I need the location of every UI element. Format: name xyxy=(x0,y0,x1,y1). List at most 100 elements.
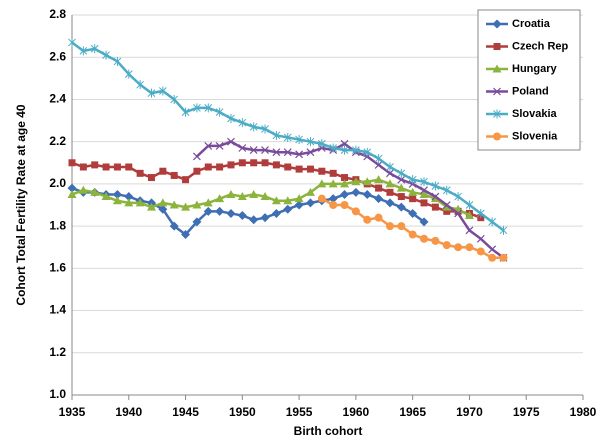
marker xyxy=(385,222,394,231)
marker xyxy=(271,208,281,218)
series-line xyxy=(196,140,505,259)
marker xyxy=(454,209,463,218)
marker xyxy=(147,88,156,98)
marker xyxy=(476,208,485,218)
marker xyxy=(328,194,338,204)
marker xyxy=(215,141,224,150)
legend-label: Slovakia xyxy=(512,108,558,120)
marker xyxy=(192,152,201,161)
marker xyxy=(91,161,99,169)
marker xyxy=(216,163,224,171)
marker xyxy=(396,183,406,192)
marker xyxy=(250,159,258,167)
marker xyxy=(306,137,315,147)
marker xyxy=(136,169,144,177)
marker xyxy=(90,187,100,196)
marker xyxy=(169,221,179,231)
marker xyxy=(204,103,213,113)
marker xyxy=(215,107,224,117)
marker xyxy=(385,179,395,188)
marker xyxy=(420,177,428,187)
marker xyxy=(112,196,122,205)
marker xyxy=(499,225,508,235)
legend-label: Hungary xyxy=(512,63,558,75)
x-tick-label: 1965 xyxy=(399,405,426,419)
marker xyxy=(374,213,383,222)
marker xyxy=(101,192,111,201)
marker xyxy=(261,159,269,167)
marker xyxy=(226,208,236,218)
marker xyxy=(305,198,315,208)
marker xyxy=(68,37,76,47)
marker xyxy=(419,217,429,227)
marker xyxy=(158,86,167,96)
marker xyxy=(113,56,122,66)
marker xyxy=(261,124,269,134)
marker xyxy=(464,211,474,220)
y-tick-label: 1.8 xyxy=(49,218,66,232)
marker xyxy=(79,46,88,56)
marker xyxy=(397,222,406,231)
marker xyxy=(386,188,394,196)
y-tick-label: 2.4 xyxy=(49,92,66,106)
marker xyxy=(159,167,167,175)
legend-marker xyxy=(493,132,501,141)
y-tick-label: 1.0 xyxy=(49,387,66,401)
marker xyxy=(420,186,428,195)
marker xyxy=(113,163,121,171)
marker xyxy=(340,179,350,188)
marker xyxy=(158,198,168,207)
marker xyxy=(67,183,77,193)
marker xyxy=(488,245,497,254)
marker xyxy=(362,177,372,186)
marker xyxy=(203,206,213,216)
marker xyxy=(102,50,110,60)
marker xyxy=(340,189,350,199)
x-axis-label: Birth cohort xyxy=(294,424,363,438)
marker xyxy=(147,174,155,182)
marker xyxy=(499,253,508,262)
x-tick-label: 1960 xyxy=(343,405,370,419)
marker xyxy=(442,241,451,250)
marker xyxy=(215,194,225,203)
marker xyxy=(124,198,134,207)
marker xyxy=(295,150,304,159)
marker xyxy=(237,211,247,221)
marker xyxy=(317,179,327,188)
marker xyxy=(465,243,474,252)
marker xyxy=(317,139,326,149)
marker xyxy=(408,230,417,239)
marker xyxy=(193,103,201,113)
marker xyxy=(170,94,179,104)
marker xyxy=(340,145,349,155)
marker xyxy=(465,200,474,210)
marker xyxy=(78,185,88,194)
marker xyxy=(249,122,258,132)
marker xyxy=(420,234,429,243)
x-tick-label: 1940 xyxy=(115,405,142,419)
marker xyxy=(431,203,439,211)
marker xyxy=(442,185,451,195)
marker xyxy=(431,236,440,245)
marker xyxy=(340,139,349,148)
marker xyxy=(305,187,315,196)
marker xyxy=(283,196,293,205)
marker xyxy=(272,161,280,169)
marker xyxy=(454,192,462,202)
marker xyxy=(488,253,497,262)
x-tick-label: 1980 xyxy=(570,405,597,419)
marker xyxy=(227,137,235,146)
marker xyxy=(397,175,406,184)
legend-label: Czech Rep xyxy=(512,40,569,52)
x-tick-label: 1970 xyxy=(456,405,483,419)
marker xyxy=(79,163,87,171)
marker xyxy=(146,202,156,211)
marker xyxy=(294,194,304,203)
legend-label: Poland xyxy=(512,85,549,97)
marker xyxy=(374,194,384,204)
marker xyxy=(396,202,406,212)
legend-marker xyxy=(492,64,502,73)
y-tick-label: 2.6 xyxy=(49,49,66,63)
marker xyxy=(238,118,247,128)
marker xyxy=(125,163,133,171)
